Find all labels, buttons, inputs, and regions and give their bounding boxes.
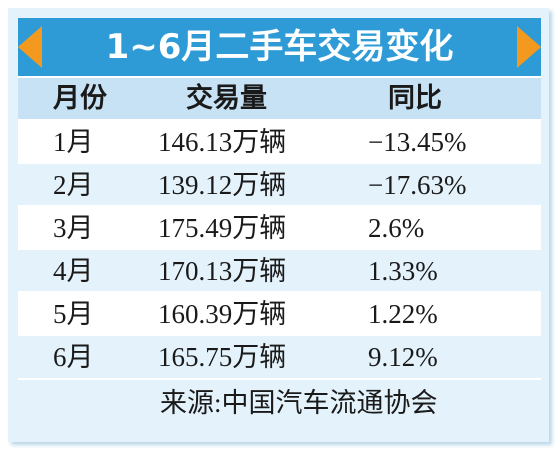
table-row: 2月 139.12万辆 −17.63% [18,162,541,206]
table-cell: 1.33% [368,256,438,286]
table-cell: 160.39万辆 [158,299,287,329]
header-cell: 月份 [53,83,107,114]
table-row: 4月 170.13万辆 1.33% [18,248,541,292]
table-cell: 5月 [53,299,94,329]
table-cell: 2.6% [368,213,425,243]
table-row: 5月 160.39万辆 1.22% [18,291,541,335]
table-cell: 9.12% [368,342,438,372]
table-cell: 3月 [53,213,94,243]
table-cell: 139.12万辆 [158,170,287,200]
table-cell: −13.45% [368,127,467,157]
table-cell: 165.75万辆 [158,342,287,372]
source-row: 来源:中国汽车流通协会 [18,378,541,426]
table-cell: 1.22% [368,299,438,329]
table-row: 6月 165.75万辆 9.12% [18,334,541,378]
table-cell: 4月 [53,256,94,286]
header-cell: 交易量 [186,83,267,114]
header-row: 月份 交易量 同比 [18,76,541,120]
decor-triangle [517,26,541,68]
source: 来源:中国汽车流通协会 [160,388,438,418]
table-cell: 1月 [53,127,94,157]
decor-triangle [18,26,42,68]
title-banner: 1~6月二手车交易变化 [18,18,541,76]
table-cell: 175.49万辆 [158,213,287,243]
table-row: 1月 146.13万辆 −13.45% [18,119,541,163]
table-cell: 170.13万辆 [158,256,287,286]
table-cell: 6月 [53,342,94,372]
table-row: 3月 175.49万辆 2.6% [18,205,541,249]
header-cell: 同比 [388,83,442,114]
title: 1~6月二手车交易变化 [105,27,454,67]
table-cell: −17.63% [368,170,467,200]
table-cell: 2月 [53,170,94,200]
table-cell: 146.13万辆 [158,127,287,157]
